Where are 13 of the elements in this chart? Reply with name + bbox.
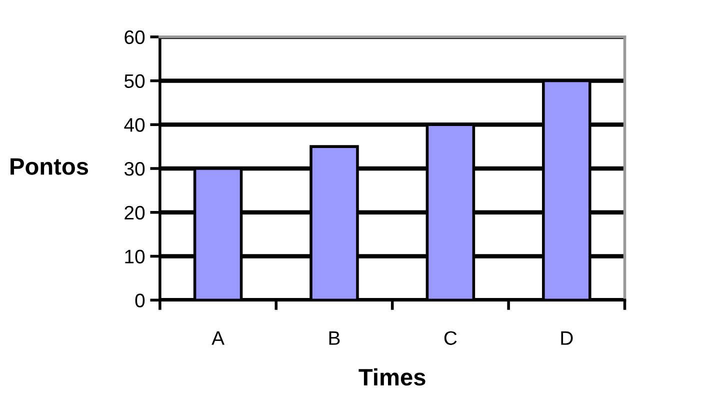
y-tick-label: 50 xyxy=(124,74,145,88)
y-tick-label: 60 xyxy=(124,30,145,44)
x-tick-label: A xyxy=(212,331,224,345)
x-tick-label: D xyxy=(561,331,573,345)
y-axis-title: Pontos xyxy=(10,158,88,175)
x-tick-label: B xyxy=(329,331,340,345)
x-axis-title: Times xyxy=(358,368,426,386)
x-tick-label: C xyxy=(444,331,457,345)
y-tick-label: 0 xyxy=(135,294,145,308)
y-tick-label: 40 xyxy=(124,118,145,132)
y-tick-label: 20 xyxy=(124,206,145,220)
y-tick-label: 10 xyxy=(125,250,145,264)
y-tick-label: 30 xyxy=(124,162,145,176)
